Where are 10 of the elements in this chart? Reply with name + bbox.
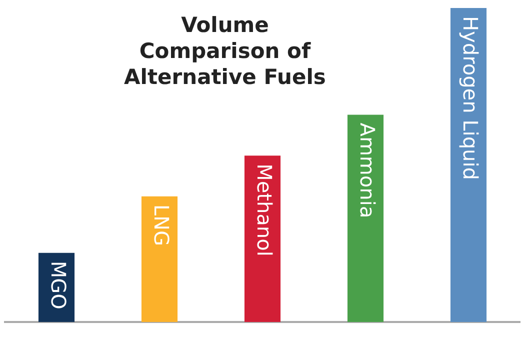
- x-tick-label: LNG: [149, 204, 174, 246]
- x-tick-label: MGO: [46, 260, 70, 310]
- x-tick-label: Hydrogen Liquid: [458, 16, 482, 180]
- x-tick-label: Methanol: [252, 164, 276, 256]
- bar: [244, 156, 281, 322]
- bar: [450, 8, 487, 322]
- bar: [141, 196, 178, 322]
- bar: [347, 114, 384, 322]
- x-tick-label: Ammonia: [355, 122, 380, 218]
- text: Volume Comparison of Alternative Fuels: [123, 12, 327, 90]
